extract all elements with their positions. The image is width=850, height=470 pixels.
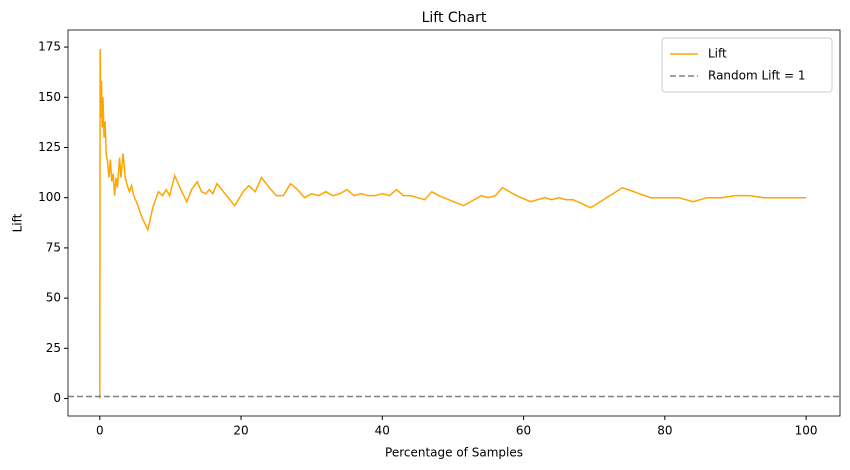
legend-label: Random Lift = 1 <box>708 69 806 83</box>
y-tick-label: 100 <box>38 190 61 204</box>
x-tick-label: 40 <box>375 424 390 438</box>
legend-label: Lift <box>708 47 727 61</box>
chart-title: Lift Chart <box>422 10 487 26</box>
plot-frame <box>67 29 841 417</box>
x-tick-label: 0 <box>96 424 104 438</box>
y-tick-label: 50 <box>46 291 61 305</box>
legend-box <box>661 37 833 93</box>
y-tick-label: 75 <box>46 240 61 254</box>
x-tick-label: 80 <box>657 424 672 438</box>
x-tick-label: 100 <box>795 424 818 438</box>
x-tick-label: 60 <box>516 424 531 438</box>
y-axis-label: Lift <box>11 213 25 232</box>
x-axis-label: Percentage of Samples <box>385 446 523 460</box>
y-tick-label: 150 <box>38 90 61 104</box>
y-tick-label: 0 <box>53 391 61 405</box>
y-tick-label: 175 <box>38 40 61 54</box>
y-tick-label: 125 <box>38 140 61 154</box>
x-tick-label: 20 <box>233 424 248 438</box>
y-tick-label: 25 <box>46 341 61 355</box>
line <box>99 49 807 399</box>
